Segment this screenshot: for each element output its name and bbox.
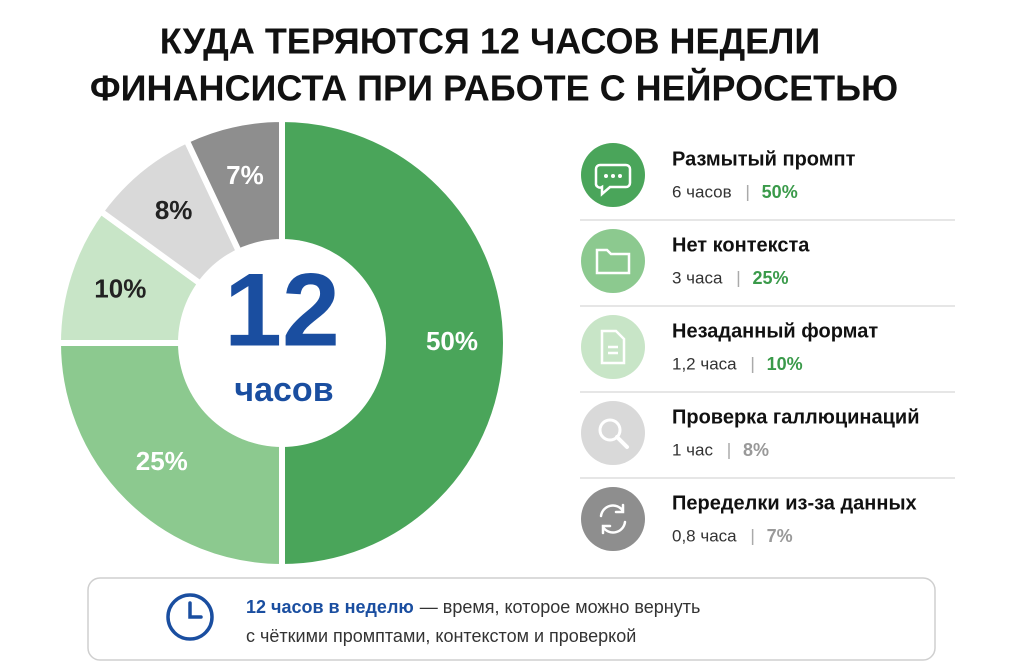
icon-dot bbox=[618, 174, 622, 178]
icon-shape bbox=[594, 163, 632, 197]
icon-dot bbox=[611, 174, 615, 178]
footer-line: 12 часов в неделю — время, которое можно … bbox=[246, 597, 700, 617]
legend-name: Незаданный формат bbox=[672, 320, 878, 342]
footer-line: с чёткими промптами, контекстом и провер… bbox=[246, 626, 636, 646]
legend-icon bbox=[598, 418, 629, 449]
legend-percent: 8% bbox=[743, 440, 769, 460]
legend-hours: 6 часов bbox=[672, 182, 732, 201]
legend-name: Нет контекста bbox=[672, 234, 810, 256]
donut-hole bbox=[178, 239, 386, 447]
segment-label: 25% bbox=[136, 446, 188, 476]
segment-label: 50% bbox=[426, 326, 478, 356]
segment-label: 7% bbox=[226, 160, 264, 190]
legend-percent: 10% bbox=[767, 354, 803, 374]
segment-label: 10% bbox=[94, 273, 146, 303]
icon-shape bbox=[600, 329, 626, 365]
legend-name: Проверка галлюцинаций bbox=[672, 406, 920, 428]
center-value: 12 bbox=[224, 252, 340, 368]
footer-rest: — время, которое можно вернуть bbox=[420, 597, 701, 617]
icon-shape bbox=[598, 418, 622, 442]
icon-dot bbox=[604, 174, 608, 178]
icon-shape bbox=[595, 248, 631, 275]
legend-hours: 1 час bbox=[672, 440, 713, 459]
footer-highlight: 12 часов в неделю bbox=[246, 597, 414, 617]
legend: Размытый промпт 6 часов 50% Нет контекста 3 … bbox=[580, 143, 955, 551]
title-line: КУДА ТЕРЯЮТСЯ 12 ЧАСОВ НЕДЕЛИ bbox=[160, 21, 821, 62]
legend-hours: 1,2 часа bbox=[672, 354, 737, 373]
legend-icon bbox=[599, 503, 627, 535]
donut: 50% 25% 10% 8% 7% bbox=[54, 115, 509, 571]
segment-label: 8% bbox=[155, 195, 193, 225]
legend-percent: 50% bbox=[762, 182, 798, 202]
clock-icon bbox=[166, 593, 214, 641]
legend-name: Размытый промпт bbox=[672, 148, 856, 170]
legend-icon-bg bbox=[581, 401, 645, 465]
legend-icon bbox=[600, 329, 626, 365]
icon-shape bbox=[615, 435, 629, 449]
legend-hours: 3 часа bbox=[672, 268, 723, 287]
legend-percent: 25% bbox=[752, 268, 788, 288]
legend-icon bbox=[595, 248, 631, 275]
legend-percent: 7% bbox=[767, 526, 793, 546]
legend-icon-bg bbox=[581, 229, 645, 293]
legend-hours: 0,8 часа bbox=[672, 526, 737, 545]
title-line: ФИНАНСИСТА ПРИ РАБОТЕ С НЕЙРОСЕТЬЮ bbox=[90, 67, 898, 109]
footer-box bbox=[87, 577, 936, 661]
icon-shape bbox=[599, 503, 627, 535]
center-unit: часов bbox=[234, 371, 333, 409]
legend-icon bbox=[594, 163, 632, 197]
legend-icon-bg bbox=[581, 487, 645, 551]
legend-name: Переделки из-за данных bbox=[672, 492, 917, 514]
